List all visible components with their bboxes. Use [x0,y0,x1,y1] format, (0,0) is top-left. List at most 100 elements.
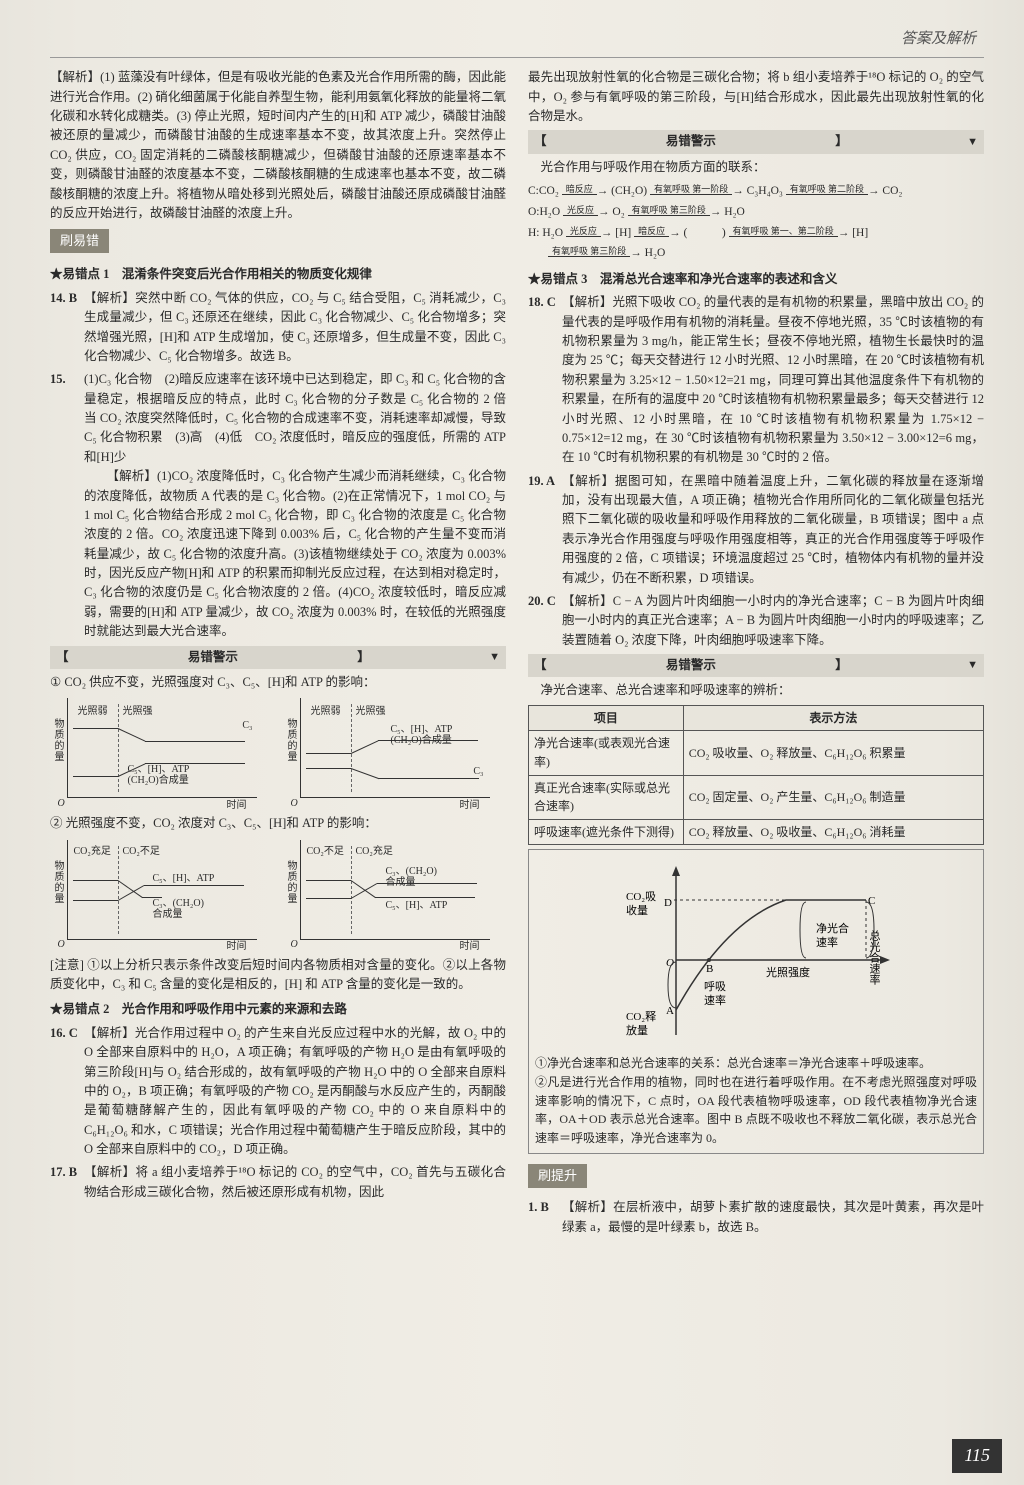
fig2b-t1: CO₂不足 [307,846,344,857]
fig2a-t2: CO₂不足 [123,846,160,857]
r2-ar2: 有氧呼吸 第三阶段 [628,206,710,216]
badge-shuatisheng: 刷提升 [528,1164,587,1188]
box-note-1: ①净光合速率和总光合速率的关系：总光合速率＝净光合速率＋呼吸速率。 [535,1054,977,1073]
svg-text:放量: 放量 [626,1023,648,1037]
svg-text:速率: 速率 [816,935,838,949]
r2c2: CO₂ 固定量、O₂ 产生量、C₆H₁₂O₆ 制造量 [683,775,983,819]
q18-body: 【解析】光照下吸收 CO₂ 的量代表的是有机物的积累量，黑暗中放出 CO₂ 的量… [562,293,984,467]
svg-text:D: D [664,897,672,909]
svg-text:光照强度: 光照强度 [766,965,810,979]
th-method: 表示方法 [683,705,983,731]
q19: 19. A 【解析】据图可知，在黑暗中随着温度上升，二氧化碳的释放量在逐渐增加，… [528,472,984,588]
fig2b-t2: CO₂充足 [356,846,393,857]
svg-text:CO₂释: CO₂释 [626,1010,656,1023]
q15-analysis: 【解析】(1)CO₂ 浓度降低时，C₃ 化合物产生减少而消耗继续，C₃ 化合物的… [84,467,506,641]
q16-number: 16. C [50,1024,84,1160]
header-rule [50,57,984,58]
svg-text:速率: 速率 [704,993,726,1007]
badge-shuayicuo: 刷易错 [50,229,109,253]
svg-text:收量: 收量 [626,903,648,917]
r2-c: H₂O [724,206,745,218]
figure-2b: 物质的量 O 时间 CO₂不足 CO₂充足 C₃、(CH₂O) 合成量 C₅、[… [300,840,490,940]
figure-1a: 物质的量 O 时间 光照弱 光照强 C₃ C₅、[H]、ATP (CH₂O)合成… [67,698,257,798]
warning-3-title: 易错警示 [666,656,716,675]
warn1-note: [注意] ①以上分析只表示条件改变后短时间内各物质相对含量的变化。②以上各物质变… [50,956,506,995]
table-row: 真正光合速率(实际或总光合速率) CO₂ 固定量、O₂ 产生量、C₆H₁₂O₆ … [529,775,984,819]
figure-2a: 物质的量 O 时间 CO₂充足 CO₂不足 C₅、[H]、ATP C₃、(CH₂… [67,840,257,940]
fig2a-xlabel: 时间 [227,939,247,955]
q19-number: 19. A [528,472,562,588]
r3-ar2: 暗反应 [634,227,669,237]
r2c1: 真正光合速率(实际或总光合速率) [529,775,684,819]
warn3-intro: 净光合速率、总光合速率和呼吸速率的辨析： [528,681,984,700]
r1-ar2: 有氧呼吸 第一阶段 [650,185,732,195]
fig2b-top: C₃、(CH₂O) 合成量 [386,866,437,888]
r3-ar3: 有氧呼吸 第一、第二阶段 [729,227,838,237]
error-point-3: ★易错点 3 混淆总光合速率和净光合速率的表述和含义 [528,270,984,289]
warn1-line1: ① CO₂ 供应不变，光照强度对 C₃、C₅、[H]和 ATP 的影响： [50,673,506,692]
error-point-1: ★易错点 1 混淆条件突变后光合作用相关的物质变化规律 [50,265,506,284]
table-row: 呼吸速率(遮光条件下测得) CO₂ 释放量、O₂ 吸收量、C₆H₁₂O₆ 消耗量 [529,819,984,845]
fig1b-xlabel: 时间 [460,798,480,814]
fig1a-label-strong: 光照强 [123,706,153,717]
page-number: 115 [952,1439,1002,1473]
q20-number: 20. C [528,592,562,650]
q1-body: 【解析】在层析液中，胡萝卜素扩散的速度最快，其次是叶黄素，再次是叶绿素 a，最慢… [562,1198,984,1237]
warning-header-2: 【易错警示】 [528,130,984,153]
r1-a: C:CO₂ [528,185,559,197]
q17-number: 17. B [50,1163,84,1202]
left-column: 【解析】(1) 蓝藻没有叶绿体，但是有吸收光能的色素及光合作用所需的酶，因此能进… [50,68,506,1237]
q15: 15. (1)C₃ 化合物 (2)暗反应速率在该环境中已达到稳定，即 C₃ 和 … [50,370,506,467]
fig1a-ylabel: 物质的量 [50,718,66,762]
r1-c: C₃H₄O₃ [747,185,783,197]
net-total-diagram: D C O B A CO₂吸 收量 CO₂释 放量 光照强度 净光合 速率 呼吸… [528,849,984,1154]
r2-b: O₂ [612,206,624,218]
q1-tisheng: 1. B 【解析】在层析液中，胡萝卜素扩散的速度最快，其次是叶黄素，再次是叶绿素… [528,1198,984,1237]
svg-text:CO₂吸: CO₂吸 [626,891,656,903]
warning-1-title: 易错警示 [188,648,238,667]
fig1b-ylabel: 物质的量 [283,718,299,762]
q15-number: 15. [50,370,84,467]
svg-text:呼吸: 呼吸 [704,980,726,993]
q19-body: 【解析】据图可知，在黑暗中随着温度上升，二氧化碳的释放量在逐渐增加，没有出现最大… [562,472,984,588]
rates-table: 项目 表示方法 净光合速率(或表观光合速率) CO₂ 吸收量、O₂ 释放量、C₆… [528,705,984,846]
warning-2-title: 易错警示 [666,132,716,151]
q14-body: 【解析】突然中断 CO₂ 气体的供应，CO₂ 与 C₅ 结合受阻，C₅ 消耗减少… [84,289,506,367]
r3-a: H: H₂O [528,227,563,239]
fig1a-c3: C₃ [242,720,252,731]
box-note-2: ②凡是进行光合作用的植物，同时也在进行着呼吸作用。在不考虑光照强度对呼吸速率影响… [535,1073,977,1147]
q16: 16. C 【解析】光合作用过程中 O₂ 的产生来自光反应过程中水的光解，故 O… [50,1024,506,1160]
continuation-paragraph: 最先出现放射性氧的化合物是三碳化合物；将 b 组小麦培养于¹⁸O 标记的 O₂ … [528,68,984,126]
fig1b-label-weak: 光照弱 [311,706,341,717]
q20: 20. C 【解析】C − A 为圆片叶肉细胞一小时内的净光合速率；C − B … [528,592,984,650]
error-point-2: ★易错点 2 光合作用和呼吸作用中元素的来源和去路 [50,1000,506,1019]
r4-ar: 有氧呼吸 第三阶段 [548,247,630,257]
q20-body: 【解析】C − A 为圆片叶肉细胞一小时内的净光合速率；C − B 为圆片叶肉细… [562,592,984,650]
analysis-paragraph: 【解析】(1) 蓝藻没有叶绿体，但是有吸收光能的色素及光合作用所需的酶，因此能进… [50,68,506,223]
fig1b-label-strong: 光照强 [356,706,386,717]
warning-header-3: 【易错警示】 [528,654,984,677]
r1-ar3: 有氧呼吸 第二阶段 [786,185,868,195]
q16-body: 【解析】光合作用过程中 O₂ 的产生来自光反应过程中水的光解，故 O₂ 中的 O… [84,1024,506,1160]
figure-row-2: 物质的量 O 时间 CO₂充足 CO₂不足 C₅、[H]、ATP C₃、(CH₂… [50,840,506,940]
q18-number: 18. C [528,293,562,467]
r2-ar1: 光反应 [563,206,598,216]
r3-ar1: 光反应 [566,227,601,237]
q18: 18. C 【解析】光照下吸收 CO₂ 的量代表的是有机物的积累量，黑暗中放出 … [528,293,984,467]
fig2a-ylabel: 物质的量 [50,860,66,904]
fig2a-bottom: C₃、(CH₂O) 合成量 [153,898,204,920]
warning-header-1: 【易错警示】 [50,646,506,669]
warn2-intro: 光合作用与呼吸作用在物质方面的联系： [528,158,984,177]
r1-b: (CH₂O) [611,185,647,197]
reaction-diagram: C:CO₂ 暗反应→ (CH₂O) 有氧呼吸 第一阶段→ C₃H₄O₃ 有氧呼吸… [528,181,984,264]
warn1-line2: ② 光照强度不变，CO₂ 浓度对 C₃、C₅、[H]和 ATP 的影响： [50,814,506,833]
r4-b: H₂O [645,247,666,259]
fig2b-ylabel: 物质的量 [283,860,299,904]
r3c1: 呼吸速率(遮光条件下测得) [529,819,684,845]
th-item: 项目 [529,705,684,731]
r1-d: CO₂ [882,185,902,197]
figure-1b: 物质的量 O 时间 光照弱 光照强 C₅、[H]、ATP (CH₂O)合成量 C… [300,698,490,798]
fig2a-t1: CO₂充足 [74,846,111,857]
r3-c: ( ) [684,227,726,239]
fig2b-bottom: C₅、[H]、ATP [386,900,448,911]
